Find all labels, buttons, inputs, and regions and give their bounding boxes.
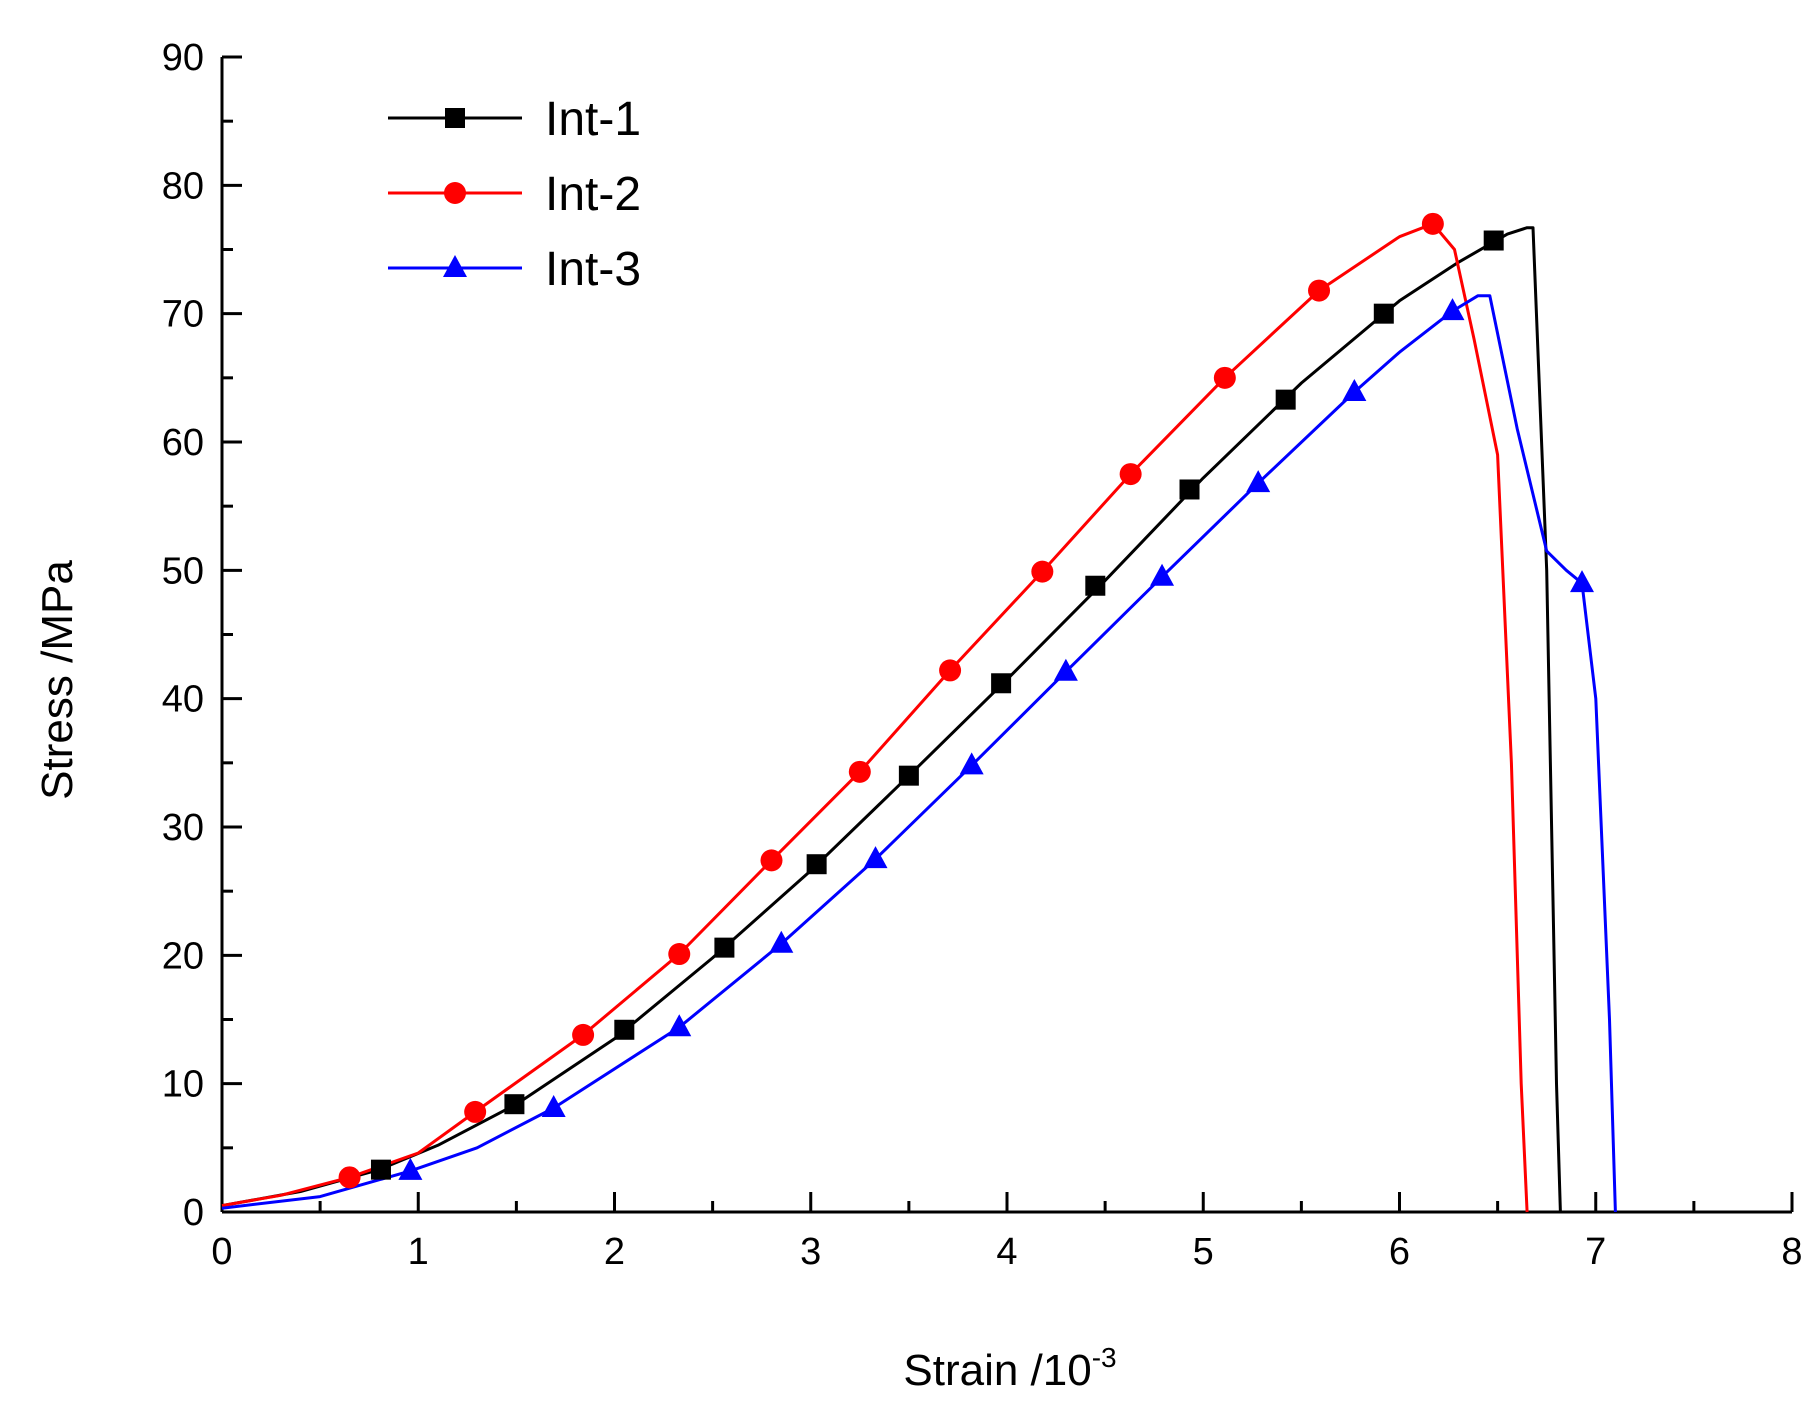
data-point-int-1	[1373, 303, 1394, 324]
x-tick-label: 7	[1585, 1231, 1606, 1273]
series-line-int-3	[221, 294, 1617, 1213]
x-axis-title: Strain /10-3	[903, 1342, 1116, 1395]
data-point-int-3	[1246, 470, 1271, 493]
x-tick-label: 3	[800, 1231, 821, 1273]
y-tick-label: 90	[162, 37, 204, 79]
series-markers	[338, 212, 1595, 1189]
legend: Int-1 Int-2 Int-3	[388, 93, 641, 296]
data-point-int-1	[991, 673, 1012, 694]
x-tick-label: 5	[1193, 1231, 1214, 1273]
data-point-int-2	[848, 760, 871, 783]
y-axis-title: Stress /MPa	[33, 560, 82, 800]
data-point-int-2	[1119, 463, 1142, 486]
data-point-int-3	[398, 1157, 423, 1180]
series-line-int-2	[221, 222, 1529, 1213]
y-tick-label: 60	[162, 422, 204, 464]
y-tick-label: 20	[162, 935, 204, 977]
y-tick-label: 30	[162, 807, 204, 849]
data-point-int-3	[667, 1014, 692, 1037]
legend-marker-int-3	[443, 255, 467, 277]
x-tick-label: 6	[1389, 1231, 1410, 1273]
legend-label-int-3: Int-3	[545, 243, 641, 296]
data-point-int-3	[1342, 378, 1367, 401]
data-point-int-1	[504, 1094, 525, 1115]
x-tick-label: 4	[996, 1231, 1017, 1273]
data-point-int-3	[541, 1095, 566, 1118]
data-point-int-2	[1421, 212, 1444, 235]
legend-item-int-2: Int-2	[388, 168, 641, 221]
series-line-int-1	[221, 226, 1562, 1213]
x-axis-title-superscript: -3	[1092, 1342, 1117, 1373]
data-point-int-2	[760, 849, 783, 872]
data-point-int-2	[1308, 279, 1331, 302]
series-lines	[221, 222, 1617, 1213]
data-point-int-2	[1213, 366, 1236, 389]
legend-item-int-3: Int-3	[388, 243, 641, 296]
data-point-int-3	[1150, 563, 1175, 586]
legend-marker-int-2	[444, 182, 466, 204]
data-point-int-2	[939, 659, 962, 682]
data-point-int-3	[863, 846, 888, 869]
x-tick-label: 2	[604, 1231, 625, 1273]
legend-marker-int-1	[445, 108, 465, 128]
data-point-int-1	[806, 854, 827, 875]
data-point-int-1	[370, 1159, 391, 1180]
data-point-int-1	[614, 1019, 635, 1040]
data-point-int-3	[1053, 658, 1078, 681]
data-point-int-1	[1483, 230, 1504, 251]
data-point-int-3	[1570, 570, 1595, 593]
legend-label-int-2: Int-2	[545, 168, 641, 221]
data-point-int-2	[1031, 560, 1054, 583]
data-point-int-1	[1085, 575, 1106, 596]
x-tick-label: 0	[211, 1231, 232, 1273]
legend-label-int-1: Int-1	[545, 93, 641, 146]
x-axis-title-text: Strain /10	[903, 1346, 1091, 1395]
data-point-int-1	[714, 937, 735, 958]
data-point-int-1	[898, 765, 919, 786]
data-point-int-1	[1275, 389, 1296, 410]
y-tick-label: 50	[162, 550, 204, 592]
x-tick-label: 1	[408, 1231, 429, 1273]
y-tick-label: 10	[162, 1064, 204, 1106]
y-tick-label: 40	[162, 679, 204, 721]
data-point-int-2	[572, 1023, 595, 1046]
y-tick-label: 80	[162, 165, 204, 207]
legend-item-int-1: Int-1	[388, 93, 641, 146]
y-tick-label: 0	[183, 1192, 204, 1234]
data-point-int-3	[959, 752, 984, 775]
data-point-int-3	[1440, 298, 1465, 321]
x-tick-label: 8	[1781, 1231, 1802, 1273]
data-point-int-2	[338, 1166, 361, 1189]
y-tick-label: 70	[162, 294, 204, 336]
data-point-int-2	[464, 1100, 487, 1123]
data-point-int-1	[1179, 479, 1200, 500]
data-point-int-2	[668, 943, 691, 966]
data-point-int-3	[769, 930, 794, 953]
